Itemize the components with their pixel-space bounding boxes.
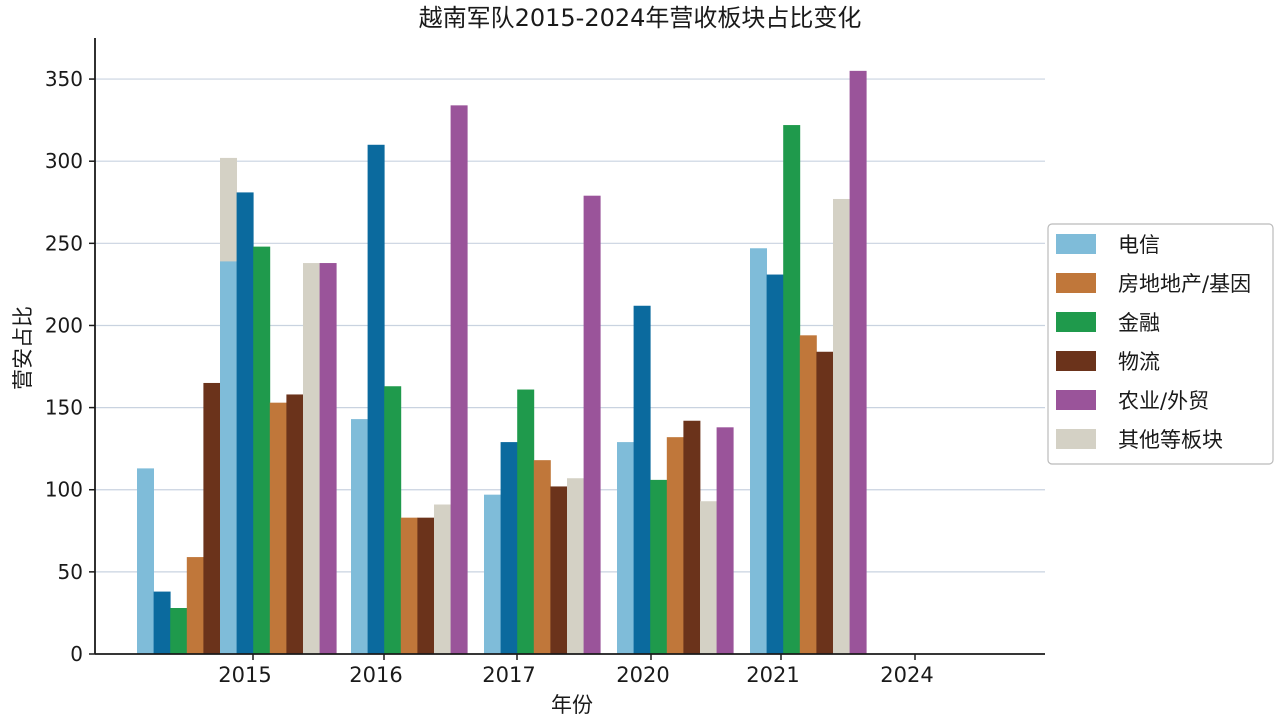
y-tick-label: 100 (45, 478, 83, 502)
legend-label: 房地地产/基因 (1118, 272, 1251, 296)
legend-label: 物流 (1118, 350, 1160, 374)
bar-2017-4 (417, 517, 435, 654)
x-tick-label: 2021 (746, 663, 799, 687)
bar-2021-2 (650, 479, 668, 654)
x-tick-label: 2024 (880, 663, 933, 687)
y-tick-labels: 0 50 100 150 200 250 300 350 (45, 67, 95, 666)
bar-2024-2 (783, 125, 801, 654)
x-tick-label: 2016 (349, 663, 402, 687)
bar-2024-3 (799, 335, 817, 654)
chart-title: 越南军队2015-2024年营收板块占比变化 (419, 4, 862, 32)
bar-2015-0 (137, 468, 154, 654)
bar-2024-6 (849, 70, 867, 654)
legend-label: 其他等板块 (1118, 428, 1223, 452)
bar-2024-1 (766, 274, 784, 654)
bar-2017-1 (367, 144, 385, 655)
bar-2024-5 (833, 198, 850, 655)
bar-2024-0 (750, 248, 767, 654)
y-axis-label: 营安占比 (11, 306, 35, 390)
bar-2016-0 (220, 261, 237, 654)
bars (137, 70, 867, 655)
legend-swatch (1056, 351, 1096, 371)
y-tick-label: 150 (45, 396, 83, 420)
bar-2021-1 (633, 305, 651, 654)
bar-2016-3 (269, 402, 287, 654)
legend-box (1047, 223, 1274, 465)
bar-2017-2 (384, 386, 402, 654)
bar-2016-6 (319, 263, 337, 654)
bar-2016-4 (286, 394, 304, 654)
bar-2016-1 (236, 192, 254, 655)
bar-2020-6 (583, 195, 601, 655)
y-tick-label: 0 (70, 642, 83, 666)
bar-2016-5 (303, 263, 320, 654)
bar-2021-3 (666, 437, 684, 654)
bar-2020-1 (500, 442, 518, 654)
legend-label: 金融 (1118, 311, 1160, 335)
y-tick-label: 350 (45, 67, 83, 91)
legend-label: 电信 (1118, 233, 1160, 257)
bar-2020-3 (533, 460, 551, 654)
y-tick-label: 300 (45, 149, 83, 173)
x-axis-label: 年份 (551, 693, 593, 717)
bar-2020-2 (517, 389, 535, 654)
bar-2015-2 (170, 608, 188, 654)
y-tick-label: 50 (58, 560, 83, 584)
legend-label: 农业/外贸 (1118, 389, 1209, 413)
x-tick-label: 2015 (218, 663, 271, 687)
bar-2020-5 (567, 478, 584, 654)
bar-2021-6 (716, 427, 734, 654)
bar-2015-3 (186, 557, 204, 654)
bar-2024-4 (816, 351, 834, 654)
legend-swatch (1056, 390, 1096, 410)
bar-2020-0 (484, 494, 501, 654)
x-tick-label: 2017 (482, 663, 535, 687)
legend-swatch (1056, 312, 1096, 332)
y-tick-label: 250 (45, 231, 83, 255)
legend-swatch (1056, 429, 1096, 449)
bar-2017-6 (450, 105, 468, 654)
bar-2021-0 (617, 442, 634, 654)
bar-2021-5 (700, 501, 717, 654)
bar-2017-0 (351, 419, 368, 654)
bar-2016-2 (253, 246, 271, 655)
legend-swatch (1056, 273, 1096, 293)
bar-2015-4 (203, 382, 221, 654)
bar-2015-1 (153, 591, 171, 654)
bar-2017-5 (434, 504, 451, 654)
bar-2021-4 (683, 420, 701, 654)
y-tick-label: 200 (45, 313, 83, 337)
x-tick-label: 2020 (616, 663, 669, 687)
legend-swatch (1056, 234, 1096, 254)
x-tick-labels: 2015 2016 2017 2020 2021 2024 (218, 654, 934, 687)
bar-2017-3 (400, 517, 418, 654)
bar-2020-4 (550, 486, 568, 654)
